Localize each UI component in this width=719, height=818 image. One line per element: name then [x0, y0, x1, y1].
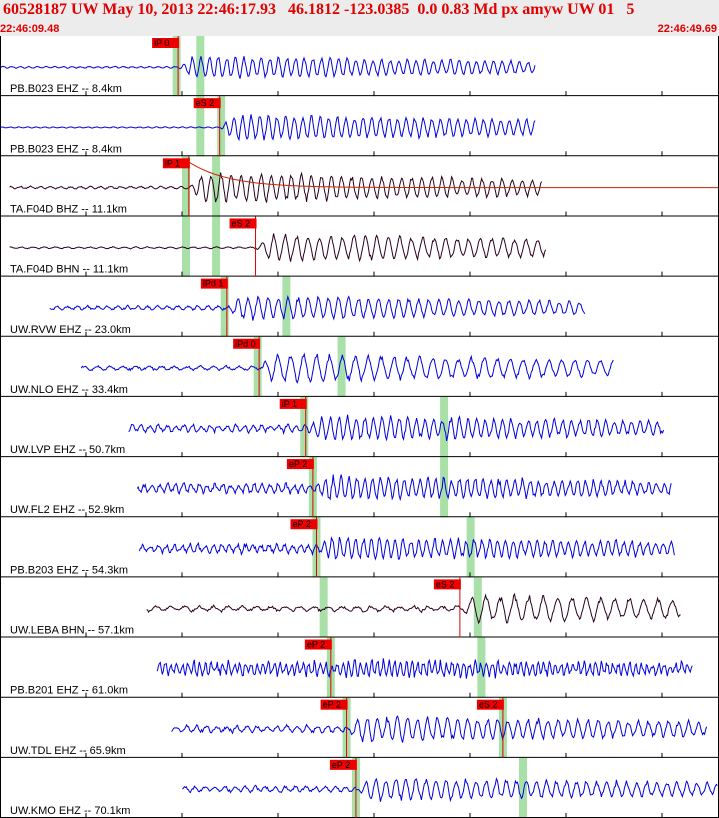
- pick-box: [433, 579, 461, 590]
- waveform: [182, 777, 718, 803]
- waveform: [128, 414, 665, 442]
- pick-band: [181, 216, 190, 277]
- pick-box: [286, 459, 314, 470]
- pick-box: [476, 699, 504, 710]
- waveform: [156, 658, 693, 679]
- event-title: 60528187 UW May 10, 2013 22:46:17.93 46.…: [3, 1, 635, 18]
- pick-label: iP 1: [165, 158, 180, 168]
- waveform: [49, 295, 586, 321]
- pick-box: [200, 278, 228, 289]
- pick-label: eP 2: [323, 700, 341, 710]
- pick-box: [329, 759, 357, 770]
- pick-label: eP 2: [332, 760, 350, 770]
- station-label: UW.LEBA BHN -- 57.1km: [10, 625, 134, 637]
- station-label: UW.TDL EHZ -- 65.9km: [10, 745, 126, 757]
- pick-box: [152, 38, 180, 48]
- pick-band: [300, 396, 309, 458]
- pick-box: [229, 218, 257, 229]
- pick-band: [440, 457, 449, 518]
- station-label: UW.NLO EHZ -- 33.4km: [10, 384, 128, 396]
- pick-band: [466, 517, 475, 578]
- pick-box: [320, 699, 348, 710]
- waveform: [146, 592, 681, 625]
- pick-band: [217, 96, 226, 157]
- pick-label: eP 2: [292, 519, 310, 529]
- station-label: UW.KMO EHZ -- 70.1km: [10, 805, 130, 817]
- pick-band: [181, 156, 190, 217]
- pick-band: [473, 577, 482, 638]
- station-label: PB.B201 EHZ -- 61.0km: [10, 685, 128, 697]
- pick-band: [319, 577, 328, 638]
- pick-label: iPd 0: [235, 339, 256, 349]
- pick-label: iP 1: [282, 399, 297, 409]
- pick-band: [220, 276, 229, 337]
- pick-label: iP 0: [154, 38, 169, 48]
- station-label: UW.FL2 EHZ -- 52.9km: [10, 504, 124, 516]
- waveform: [171, 715, 708, 743]
- station-label: PB.B203 EHZ -- 54.3km: [10, 564, 128, 576]
- pick-box: [290, 519, 318, 530]
- event-header: 60528187 UW May 10, 2013 22:46:17.93 46.…: [0, 0, 719, 36]
- station-label: PB.B023 EHZ -- 8.4km: [10, 143, 122, 155]
- pick-box: [279, 398, 307, 409]
- pick-label: eS 2: [436, 579, 455, 589]
- pick-box: [304, 639, 332, 650]
- station-label: UW.LVP EHZ -- 50.7km: [10, 444, 125, 456]
- station-label: TA.F04D BHZ -- 11.1km: [10, 203, 127, 215]
- pick-label: eP 2: [289, 459, 307, 469]
- pick-band: [172, 36, 181, 97]
- pick-band: [337, 336, 346, 397]
- pick-label: eS 2: [479, 700, 498, 710]
- pick-band: [196, 36, 205, 97]
- pick-label: iPd 1: [203, 279, 224, 289]
- pick-label: eS 2: [232, 218, 251, 228]
- station-label: TA.F04D BHN -- 11.1km: [10, 264, 128, 276]
- start-time: 22:46:09.48: [0, 23, 60, 35]
- coda-curve: [188, 161, 719, 189]
- waveform: [9, 171, 543, 203]
- pick-label: eP 2: [307, 640, 325, 650]
- waveform: [9, 233, 547, 263]
- seismogram-plot: iP 0 PB.B023 EHZ -- 8.4km eS 2 PB.B023 EHZ …: [0, 36, 719, 818]
- pick-box: [162, 158, 190, 169]
- waveform: [0, 56, 536, 80]
- pick-box: [193, 98, 221, 109]
- pick-band: [196, 96, 205, 157]
- waveform: [0, 114, 536, 142]
- pick-band: [518, 757, 527, 818]
- pick-band: [212, 156, 221, 217]
- pick-label: eS 2: [196, 98, 215, 108]
- end-time: 22:46:49.69: [657, 23, 717, 35]
- waveform: [80, 352, 614, 384]
- waveform: [138, 536, 675, 561]
- pick-band: [253, 336, 262, 397]
- waveform: [136, 474, 672, 502]
- station-label: PB.B023 EHZ -- 8.4km: [10, 83, 122, 95]
- pick-box: [233, 338, 261, 349]
- station-label: UW.RVW EHZ -- 23.0km: [10, 324, 131, 336]
